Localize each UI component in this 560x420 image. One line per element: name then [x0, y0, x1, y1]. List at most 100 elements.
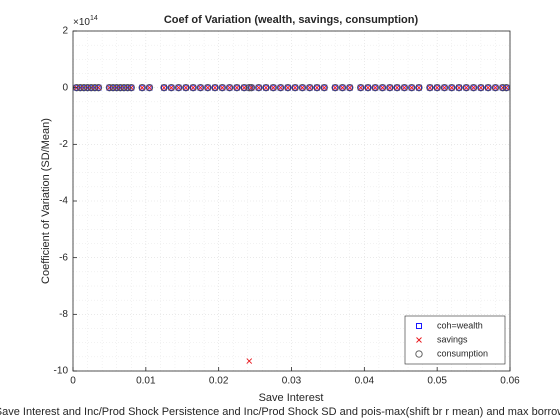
marker-square [448, 84, 455, 91]
marker-square [292, 84, 299, 91]
marker-circle [491, 84, 500, 92]
marker-circle [357, 84, 365, 92]
y-exponent: ×1014 [73, 15, 98, 28]
chart-title: Coef of Variation (wealth, savings, cons… [164, 14, 419, 26]
marker-square [113, 84, 120, 91]
marker-circle [502, 84, 511, 92]
marker-square [434, 84, 441, 91]
marker-square [499, 84, 506, 91]
marker-square [84, 84, 91, 91]
marker-square [190, 84, 197, 91]
legend-label: coh=wealth [437, 320, 483, 330]
marker-square [332, 84, 339, 91]
marker-circle [80, 84, 88, 92]
marker-x [387, 84, 393, 91]
marker-square [146, 84, 153, 91]
marker-circle [245, 84, 253, 92]
marker-x [427, 84, 433, 91]
marker-x [146, 84, 153, 91]
marker-square [277, 84, 284, 91]
marker-square [270, 84, 277, 91]
marker-circle [469, 84, 478, 92]
marker-square [321, 84, 328, 91]
marker-x [270, 84, 277, 91]
y-tick-label: -10 [54, 366, 69, 377]
marker-square [357, 84, 364, 91]
marker-circle [120, 84, 128, 92]
marker-circle [386, 84, 394, 92]
marker-square [477, 84, 484, 91]
marker-x [277, 84, 284, 91]
marker-square [197, 84, 204, 91]
marker-square [463, 84, 470, 91]
marker-x [416, 84, 422, 91]
marker-circle [127, 84, 135, 92]
marker-circle [484, 84, 492, 92]
marker-square [95, 84, 102, 91]
marker-square [233, 84, 240, 91]
marker-square [470, 84, 477, 91]
exponent-base: ×10 [73, 17, 90, 28]
marker-x [248, 84, 255, 91]
marker-square [394, 84, 401, 91]
marker-x [263, 84, 269, 91]
marker-x [339, 84, 346, 91]
marker-square [204, 84, 211, 91]
marker-circle [113, 84, 121, 92]
marker-square [161, 84, 167, 91]
marker-circle [204, 84, 212, 92]
marker-x [246, 358, 253, 364]
marker-circle [408, 84, 416, 92]
marker-circle [94, 84, 103, 92]
marker-circle [167, 84, 175, 92]
marker-x [241, 84, 247, 91]
y-tick-label: -4 [59, 196, 68, 207]
marker-x [175, 84, 182, 91]
marker-circle [364, 84, 372, 92]
marker-square [124, 84, 131, 91]
marker-x [365, 84, 371, 91]
x-tick-label: 0.02 [209, 376, 229, 387]
marker-x [197, 84, 204, 91]
marker-square [139, 84, 146, 91]
marker-circle [233, 84, 241, 92]
x-tick-label: 0.06 [500, 376, 520, 387]
marker-square [314, 84, 320, 91]
marker-circle [262, 84, 270, 92]
marker-circle [320, 84, 328, 92]
x-tick-label: 0.03 [282, 376, 302, 387]
marker-square [416, 323, 422, 329]
marker-x [285, 84, 291, 91]
marker-x [168, 84, 175, 91]
marker-x [226, 84, 233, 91]
marker-x [441, 84, 448, 91]
marker-square [365, 84, 371, 91]
marker-circle [448, 84, 456, 92]
marker-square [408, 84, 415, 91]
marker-square [182, 84, 189, 91]
marker-circle [455, 84, 463, 92]
marker-x [321, 84, 328, 91]
marker-square [441, 84, 448, 91]
marker-x [379, 84, 386, 91]
marker-x [434, 84, 440, 91]
marker-x [299, 84, 306, 91]
marker-x [204, 84, 211, 91]
marker-circle [116, 84, 124, 92]
marker-circle [76, 84, 84, 92]
marker-x [161, 84, 167, 91]
marker-circle [138, 84, 146, 92]
marker-circle [87, 84, 95, 92]
marker-square [503, 84, 510, 91]
marker-circle [160, 84, 168, 92]
marker-circle [105, 84, 114, 92]
marker-circle [371, 84, 379, 92]
exponent-power: 14 [90, 15, 98, 22]
marker-circle [400, 84, 409, 92]
marker-square [306, 84, 313, 91]
x-axis-label: Save Interest [259, 392, 324, 404]
marker-x [332, 84, 339, 91]
marker-x [456, 84, 462, 91]
y-axis-label: Coefficient of Variation (SD/Mean) [40, 118, 52, 284]
